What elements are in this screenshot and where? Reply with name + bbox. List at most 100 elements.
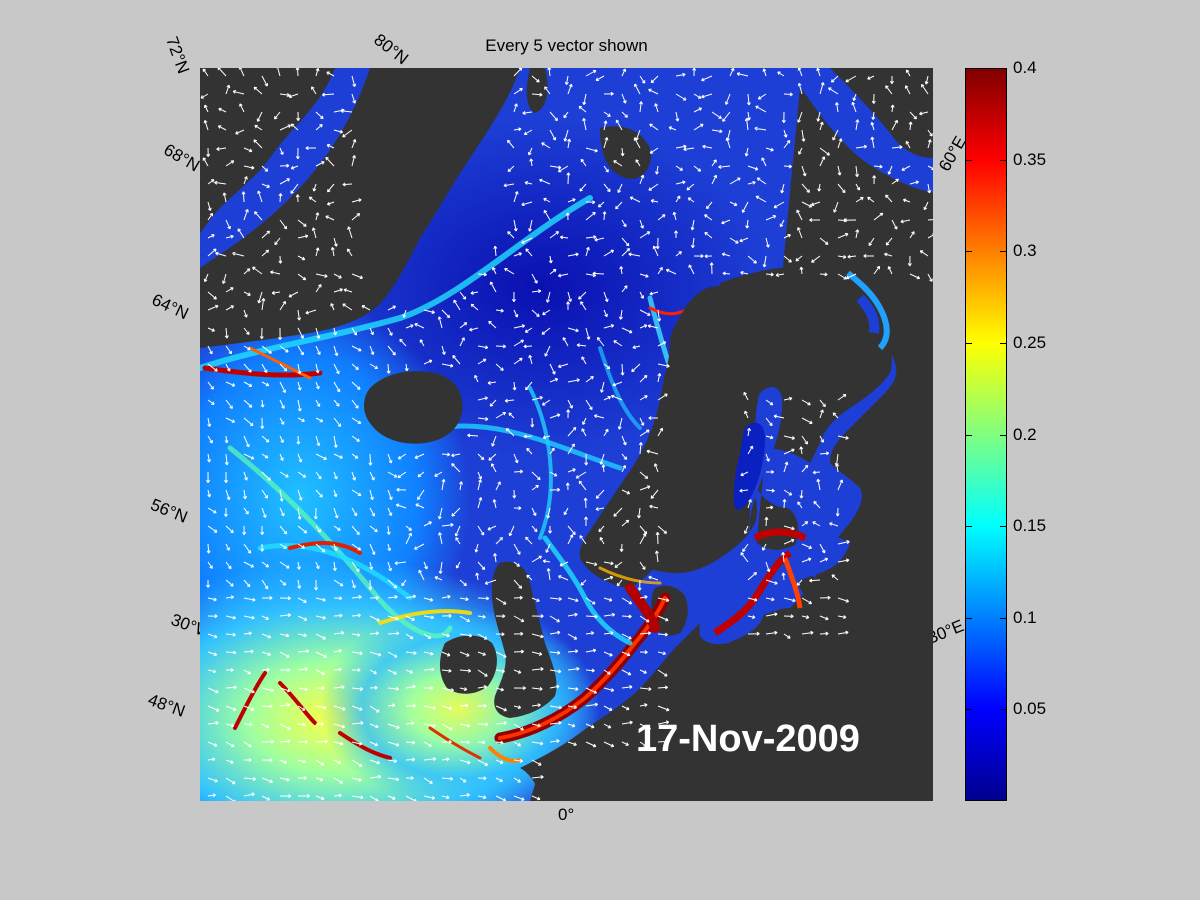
- velocity-vector: [766, 469, 775, 474]
- velocity-vector: [260, 543, 265, 552]
- velocity-vector: [368, 579, 373, 590]
- velocity-vector: [801, 201, 813, 208]
- velocity-vector: [729, 237, 739, 244]
- velocity-vector: [567, 723, 576, 728]
- velocity-vector: [530, 417, 535, 428]
- velocity-vector: [870, 136, 875, 149]
- velocity-vector: [325, 215, 335, 221]
- velocity-vector: [225, 632, 236, 637]
- velocity-vector: [351, 198, 362, 203]
- velocity-vector: [891, 119, 898, 131]
- velocity-vector: [279, 300, 286, 311]
- velocity-vector: [261, 507, 267, 518]
- velocity-vector: [261, 183, 270, 189]
- velocity-vector: [565, 482, 570, 491]
- velocity-vector: [239, 103, 245, 113]
- velocity-vector: [513, 561, 520, 567]
- velocity-vector: [333, 129, 344, 134]
- velocity-vector: [295, 147, 300, 160]
- velocity-vector: [566, 409, 571, 419]
- velocity-vector: [905, 140, 911, 149]
- velocity-vector: [639, 703, 648, 707]
- velocity-vector: [333, 630, 345, 635]
- velocity-vector: [801, 129, 806, 142]
- velocity-vector: [225, 305, 235, 311]
- velocity-vector: [243, 722, 253, 727]
- velocity-vector: [819, 435, 824, 443]
- velocity-vector: [242, 525, 247, 535]
- velocity-vector: [747, 255, 757, 264]
- velocity-vector: [567, 138, 572, 149]
- velocity-vector: [585, 614, 598, 619]
- velocity-vector: [311, 86, 317, 95]
- velocity-vector: [632, 345, 641, 350]
- velocity-vector: [351, 327, 357, 336]
- velocity-vector: [333, 417, 342, 427]
- velocity-vector: [855, 229, 860, 239]
- velocity-vector: [297, 489, 303, 501]
- velocity-vector: [819, 156, 826, 167]
- velocity-vector: [279, 163, 290, 168]
- velocity-vector: [333, 381, 341, 393]
- velocity-vector: [513, 87, 523, 95]
- velocity-vector: [351, 93, 357, 104]
- velocity-vector: [873, 164, 883, 169]
- velocity-vector: [524, 181, 533, 185]
- velocity-vector: [639, 417, 645, 426]
- velocity-vector: [765, 453, 770, 462]
- velocity-vector: [224, 472, 229, 483]
- velocity-vector: [927, 139, 932, 149]
- velocity-vector: [887, 165, 893, 175]
- velocity-vector: [747, 597, 758, 602]
- velocity-vector: [207, 363, 218, 372]
- velocity-vector: [921, 83, 929, 95]
- velocity-vector: [423, 651, 434, 656]
- velocity-vector: [531, 633, 544, 639]
- velocity-vector: [613, 160, 623, 167]
- velocity-vector: [297, 649, 310, 654]
- velocity-vector: [423, 741, 432, 747]
- velocity-vector: [207, 525, 218, 533]
- velocity-vector: [423, 757, 437, 761]
- velocity-vector: [405, 757, 416, 762]
- velocity-vector: [852, 93, 857, 101]
- velocity-vector: [243, 399, 253, 408]
- velocity-vector: [783, 461, 789, 473]
- velocity-vector: [885, 237, 893, 246]
- velocity-vector: [531, 597, 540, 602]
- velocity-vector: [831, 574, 839, 581]
- velocity-vector: [215, 251, 227, 257]
- velocity-vector: [351, 435, 360, 442]
- velocity-vector: [522, 111, 533, 115]
- velocity-vector: [279, 93, 291, 97]
- velocity-vector: [333, 489, 338, 498]
- velocity-vector: [690, 237, 695, 249]
- velocity-vector: [652, 245, 659, 257]
- velocity-vector: [585, 723, 595, 729]
- velocity-vector: [423, 521, 432, 527]
- colorbar-tick-label: 0.1: [1013, 607, 1037, 627]
- velocity-vector: [325, 156, 335, 167]
- velocity-vector: [549, 684, 560, 689]
- velocity-vector: [621, 489, 631, 495]
- velocity-vector: [261, 579, 269, 590]
- velocity-vector: [621, 285, 628, 293]
- velocity-vector: [810, 201, 821, 207]
- velocity-vector: [531, 759, 542, 766]
- velocity-vector: [279, 453, 284, 461]
- velocity-vector: [855, 165, 859, 178]
- velocity-vector: [423, 705, 436, 710]
- velocity-vector: [819, 631, 829, 636]
- velocity-vector: [225, 650, 237, 655]
- velocity-vector: [513, 191, 519, 203]
- lat-label-48n: 48°N: [145, 690, 188, 721]
- velocity-vector: [635, 159, 641, 167]
- velocity-vector: [891, 219, 898, 230]
- velocity-vector: [718, 165, 731, 169]
- velocity-vector: [261, 615, 269, 620]
- velocity-vector: [405, 776, 414, 781]
- velocity-vector: [544, 86, 551, 95]
- velocity-vector: [441, 705, 453, 711]
- velocity-vector: [492, 499, 497, 509]
- velocity-vector: [351, 705, 363, 711]
